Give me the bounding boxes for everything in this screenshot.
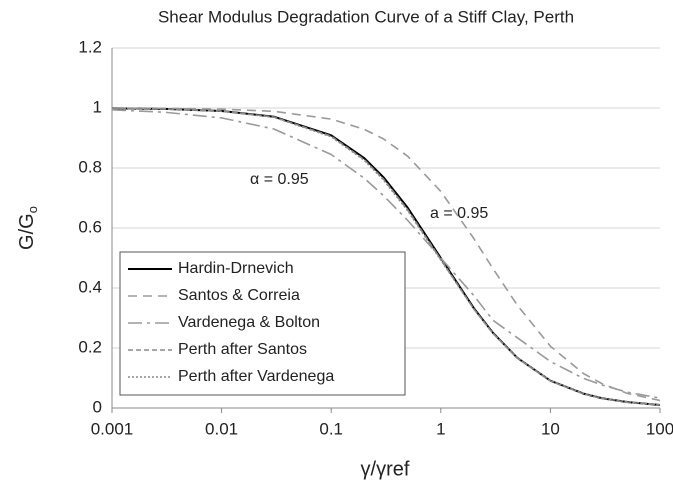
- x-axis-label: γ/γref: [361, 458, 410, 480]
- y-axis-label-main: G/G: [16, 213, 38, 250]
- legend-label: Hardin-Drnevich: [178, 260, 294, 277]
- legend-label: Perth after Vardenega: [178, 368, 334, 385]
- y-tick-label: 0.8: [78, 157, 102, 176]
- x-tick-label: 0.001: [91, 419, 134, 438]
- annotation: α = 0.95: [250, 171, 309, 188]
- series-line: [111, 107, 661, 402]
- x-tick-label: 0.1: [319, 419, 343, 438]
- y-tick-label: 0.2: [78, 337, 102, 356]
- series-line: [111, 107, 661, 406]
- y-tick-label: 1: [93, 97, 102, 116]
- legend-label: Perth after Santos: [178, 341, 307, 358]
- series-line: [111, 109, 661, 399]
- legend-label: Santos & Correia: [178, 287, 300, 304]
- annotation: a = 0.95: [430, 205, 488, 222]
- y-axis-label-sub: o: [25, 206, 40, 213]
- y-axis-label: G/Go: [16, 206, 40, 250]
- chart-title: Shear Modulus Degradation Curve of a Sti…: [158, 7, 574, 26]
- y-tick-label: 0.6: [78, 217, 102, 236]
- y-tick-label: 0: [93, 397, 102, 416]
- y-tick-label: 1.2: [78, 37, 102, 56]
- x-tick-label: 100: [646, 419, 673, 438]
- y-tick-label: 0.4: [78, 277, 102, 296]
- legend-label: Vardenega & Bolton: [178, 314, 320, 331]
- x-tick-label: 0.01: [205, 419, 238, 438]
- x-tick-label: 10: [541, 419, 560, 438]
- x-tick-label: 1: [436, 419, 445, 438]
